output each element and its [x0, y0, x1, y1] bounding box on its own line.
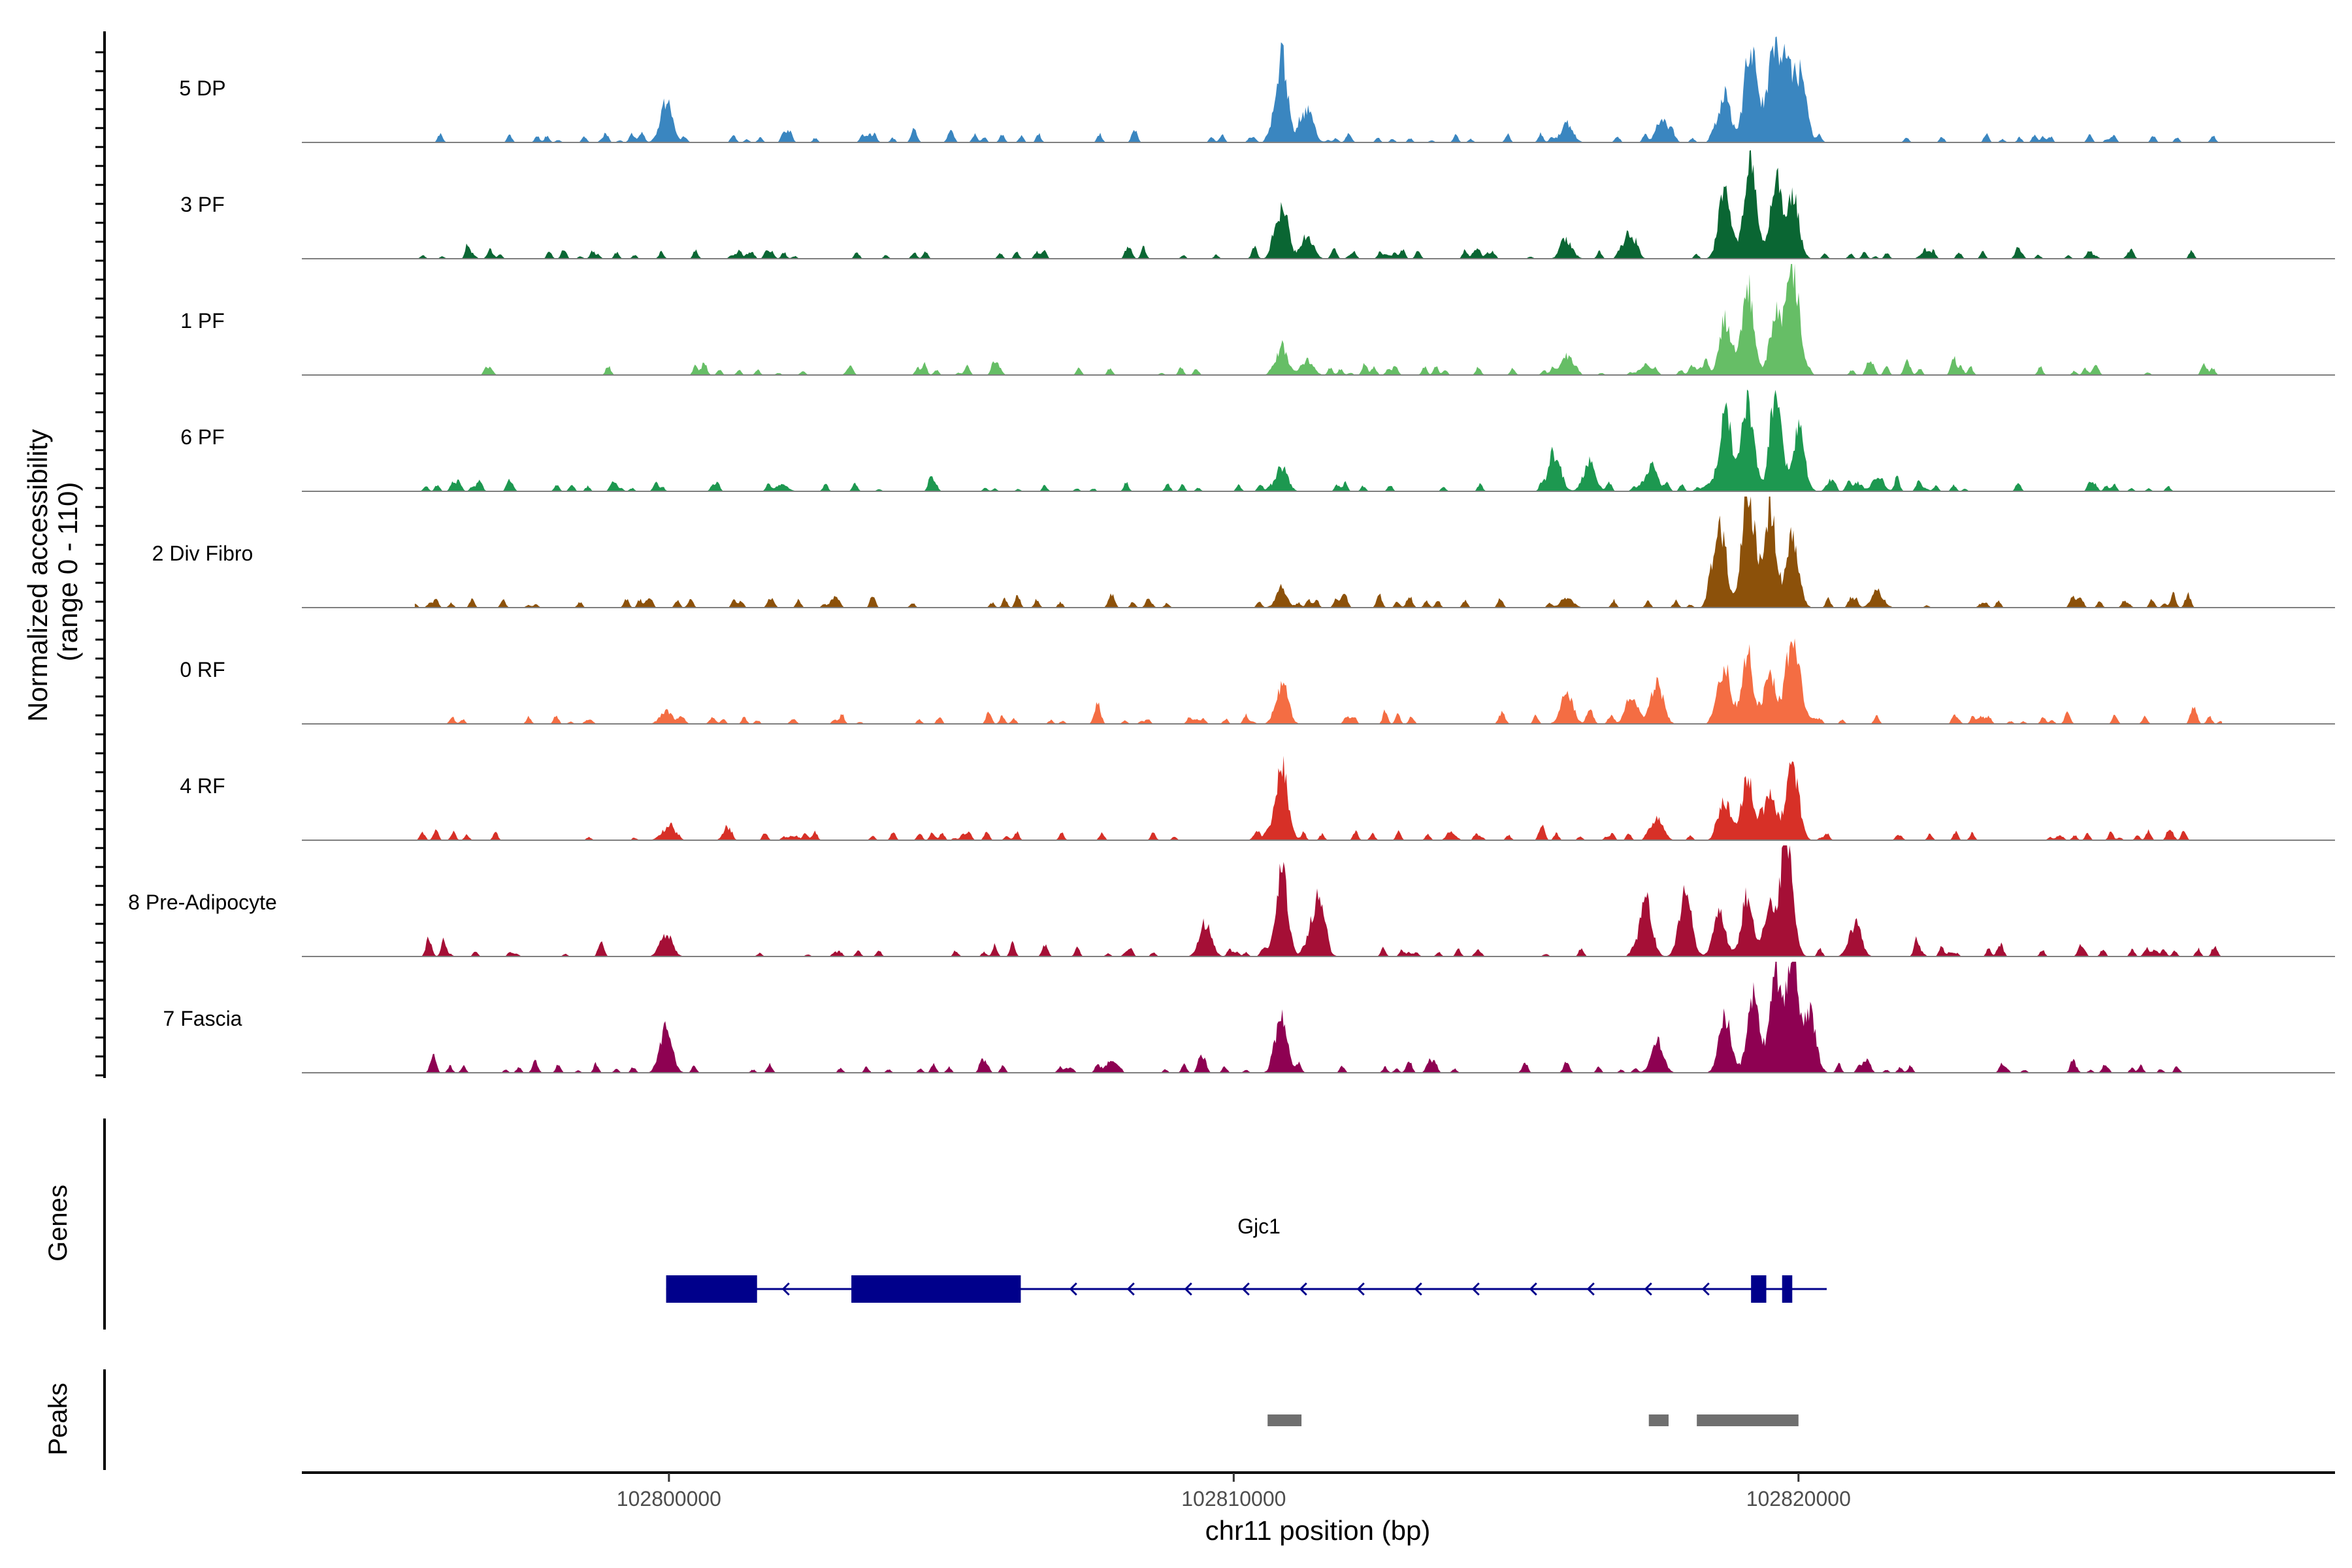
track-5-dp: 5 DP: [179, 36, 2335, 143]
y-axis-label: Normalized accessibility (range 0 - 110): [22, 421, 83, 722]
coverage-tracks: 5 DP 3 PF 1 PF 6 PF 2 Div Fibro 0 RF 4 RF 8 Pre…: [128, 36, 2335, 1073]
gene-exon-2: [851, 1275, 1021, 1303]
x-tick-label: 102810000: [1181, 1487, 1286, 1511]
strand-arrow: [1184, 1282, 1192, 1296]
gene-name: Gjc1: [1237, 1215, 1281, 1238]
track-6-pf: 6 PF: [180, 389, 2335, 492]
strand-arrow: [1471, 1282, 1480, 1296]
x-tick-label: 102820000: [1746, 1487, 1851, 1511]
peak-region: [1697, 1414, 1799, 1426]
track-label: 3 PF: [180, 193, 225, 216]
strand-arrow: [1529, 1282, 1537, 1296]
x-axis: 102800000 102810000 102820000 chr11 positi…: [302, 1471, 2335, 1546]
track-7-fascia: 7 Fascia: [163, 962, 2335, 1073]
peaks-axis-label: Peaks: [44, 1382, 73, 1455]
peak-region: [1648, 1414, 1669, 1426]
gene-exon-4: [1782, 1275, 1793, 1303]
track-8-pre-adipocyte: 8 Pre-Adipocyte: [128, 845, 2335, 957]
gene-exon-3: [1751, 1275, 1767, 1303]
x-tick-label: 102800000: [617, 1487, 721, 1511]
track-2-div-fibro: 2 Div Fibro: [152, 497, 2335, 608]
gene-exon-1: [666, 1275, 757, 1303]
track-label: 5 DP: [179, 76, 225, 100]
track-0-rf: 0 RF: [180, 638, 2335, 725]
strand-arrow: [1644, 1282, 1652, 1296]
coverage-area: [414, 150, 2223, 259]
track-1-pf: 1 PF: [180, 264, 2335, 376]
strand-arrow: [1586, 1282, 1595, 1296]
track-4-rf: 4 RF: [180, 755, 2335, 841]
coverage-area: [414, 497, 2223, 608]
strand-arrow: [1414, 1282, 1422, 1296]
coverage-area: [414, 755, 2223, 840]
genes-panel: Genes Gjc1: [44, 1119, 1827, 1330]
strand-arrow: [1701, 1282, 1710, 1296]
y-axis-label-line1: Normalized accessibility: [22, 429, 53, 722]
accessibility-y-axis: [95, 31, 106, 1078]
strand-arrow: [1241, 1282, 1250, 1296]
coverage-area: [414, 389, 2223, 491]
track-label: 1 PF: [180, 309, 225, 333]
coverage-area: [414, 845, 2223, 956]
coverage-area: [414, 638, 2223, 724]
x-axis-ticks: 102800000 102810000 102820000: [617, 1473, 1851, 1511]
track-label: 7 Fascia: [163, 1007, 242, 1030]
peaks-panel: Peaks: [44, 1369, 1799, 1470]
strand-arrow: [1299, 1282, 1307, 1296]
y-axis-label-line2: (range 0 - 110): [52, 482, 83, 662]
track-3-pf: 3 PF: [180, 150, 2335, 259]
coverage-area: [414, 264, 2223, 375]
strand-arrow: [1126, 1282, 1135, 1296]
genes-axis-label: Genes: [44, 1184, 73, 1262]
strand-arrow: [1069, 1282, 1077, 1296]
track-label: 0 RF: [180, 658, 225, 681]
peak-region: [1267, 1414, 1302, 1426]
track-label: 8 Pre-Adipocyte: [128, 890, 277, 914]
strand-arrow: [781, 1282, 790, 1296]
coverage-area: [414, 36, 2223, 143]
track-label: 4 RF: [180, 774, 225, 798]
gene-model: Gjc1: [666, 1215, 1827, 1303]
x-axis-label: chr11 position (bp): [1205, 1515, 1431, 1546]
track-label: 2 Div Fibro: [152, 542, 253, 565]
strand-arrow: [1356, 1282, 1365, 1296]
coverage-area: [414, 962, 2223, 1073]
track-label: 6 PF: [180, 425, 225, 449]
peak-regions: [1267, 1414, 1799, 1426]
